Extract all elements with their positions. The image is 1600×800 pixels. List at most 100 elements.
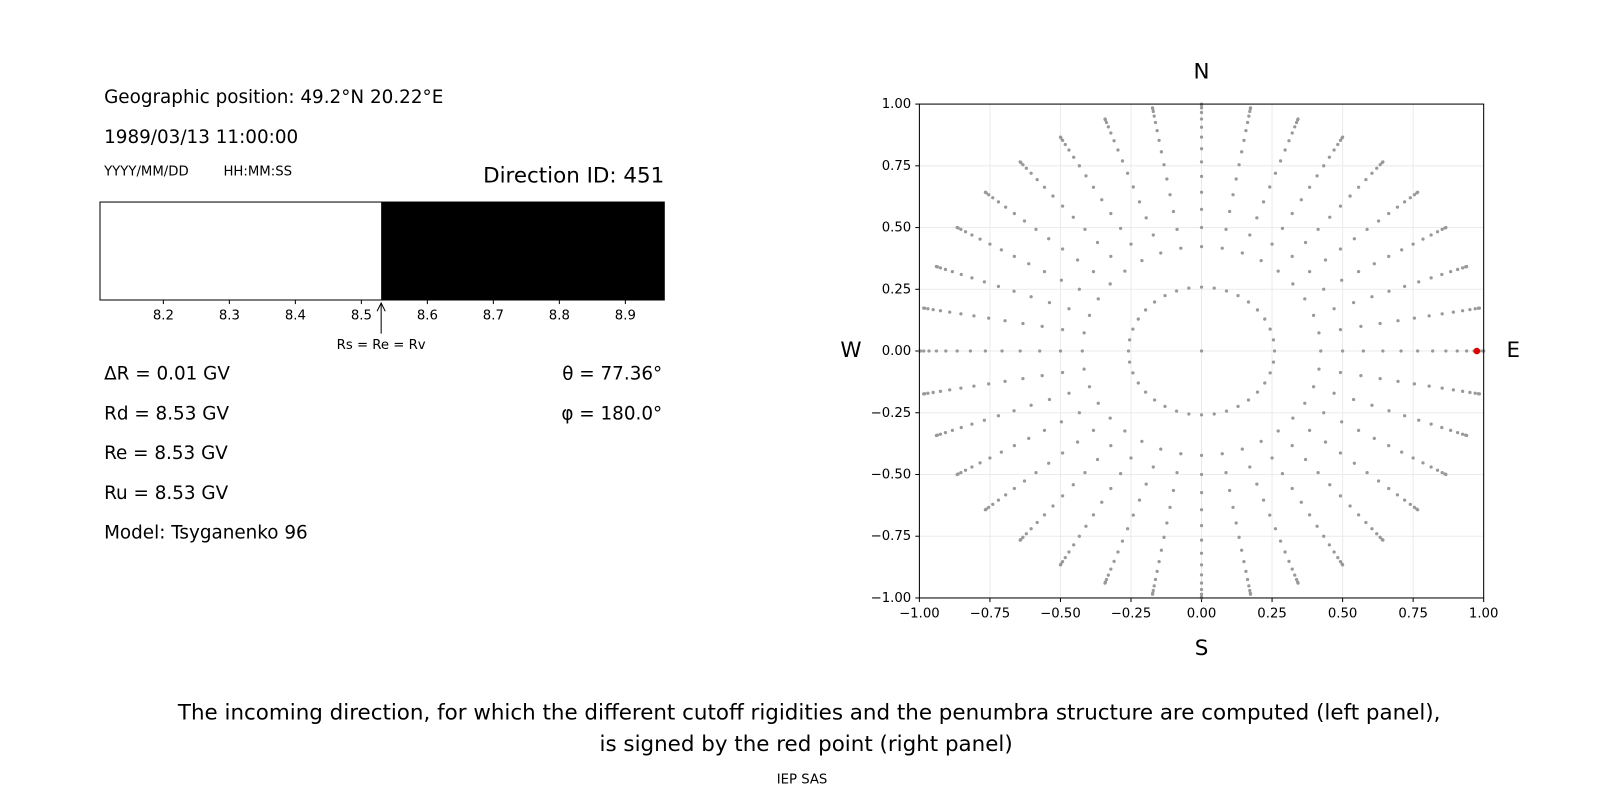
direction-point: [1018, 160, 1022, 164]
direction-point: [1387, 254, 1391, 259]
direction-point: [1153, 577, 1158, 582]
direction-point: [1372, 436, 1376, 440]
direction-point: [1370, 403, 1374, 407]
direction-point: [991, 502, 995, 506]
direction-point: [950, 270, 955, 274]
direction-point: [1082, 331, 1086, 335]
direction-point: [1067, 148, 1071, 152]
direction-point: [1091, 513, 1096, 517]
direction-point: [1387, 486, 1391, 491]
direction-point: [1244, 569, 1248, 574]
direction-point: [959, 272, 963, 277]
direction-point: [1465, 264, 1469, 269]
direction-point: [1351, 300, 1356, 305]
direction-point: [1444, 225, 1448, 230]
direction-point: [1247, 114, 1251, 118]
direction-point: [1159, 548, 1164, 552]
direction-point: [1465, 349, 1469, 353]
direction-point: [1291, 416, 1295, 420]
direction-point: [1159, 150, 1164, 154]
direction-point: [1287, 559, 1291, 563]
direction-point: [1091, 185, 1096, 189]
direction-point: [1340, 563, 1345, 567]
direction-point: [1248, 465, 1252, 469]
direction-point: [948, 388, 952, 392]
direction-point: [968, 349, 973, 353]
direction-point: [1307, 270, 1312, 274]
direction-point: [1231, 193, 1235, 197]
direction-point: [1477, 392, 1482, 396]
direction-point: [1152, 114, 1156, 118]
direction-point: [1106, 573, 1110, 577]
direction-point: [1131, 185, 1135, 189]
direction-point: [1108, 416, 1112, 420]
direction-point: [1236, 404, 1240, 409]
direction-point: [1012, 486, 1016, 491]
direction-point: [1220, 246, 1224, 250]
direction-point: [1035, 177, 1039, 182]
direction-point: [1237, 163, 1241, 167]
y-tick-label: 0.75: [882, 159, 912, 174]
direction-point: [959, 227, 963, 232]
direction-point: [1440, 470, 1444, 475]
direction-point: [1427, 314, 1431, 318]
direction-point: [1127, 338, 1132, 342]
direction-point: [1118, 226, 1123, 230]
direction-point: [1072, 543, 1076, 547]
direction-point: [1477, 306, 1482, 310]
direction-point: [1290, 254, 1294, 259]
direction-point: [1109, 211, 1113, 216]
direction-point: [1199, 592, 1204, 596]
direction-point: [1224, 409, 1229, 413]
direction-point: [1106, 125, 1110, 129]
direction-point: [970, 465, 974, 469]
direction-point: [1255, 390, 1260, 394]
direction-point: [1299, 198, 1303, 202]
direction-point: [922, 306, 926, 310]
direction-point: [987, 505, 991, 509]
direction-point: [1047, 237, 1051, 241]
direction-point: [1153, 120, 1158, 125]
direction-point: [1151, 465, 1155, 469]
direction-point: [1303, 240, 1308, 245]
direction-point: [1378, 376, 1382, 381]
direction-point: [1316, 227, 1320, 232]
direction-point: [938, 309, 943, 313]
direction-point: [1120, 539, 1125, 543]
direction-point: [1100, 198, 1104, 202]
direction-point: [1126, 349, 1131, 353]
direction-point: [1421, 461, 1425, 465]
direction-point: [1259, 439, 1263, 444]
direction-point: [1263, 381, 1267, 385]
direction-point: [1021, 163, 1025, 167]
direction-point: [1435, 230, 1440, 234]
direction-point: [1231, 505, 1235, 509]
direction-point: [1129, 242, 1133, 246]
direction-point: [1412, 382, 1417, 386]
direction-point: [1435, 468, 1440, 472]
band: [381, 202, 665, 300]
direction-point: [1029, 527, 1033, 531]
direction-point: [1199, 508, 1204, 512]
direction-point: [1248, 106, 1253, 110]
direction-point: [1163, 294, 1167, 298]
x-tick-label: 1.00: [1469, 606, 1499, 621]
direction-point: [1199, 207, 1204, 212]
direction-point: [1175, 470, 1179, 475]
direction-point: [1024, 166, 1028, 170]
direction-point: [1412, 505, 1417, 509]
direction-point: [1352, 237, 1356, 241]
direction-point: [1411, 456, 1415, 460]
direction-point: [1163, 404, 1167, 409]
direction-point: [1455, 267, 1460, 272]
direction-point: [1125, 171, 1130, 175]
direction-point: [1082, 367, 1086, 371]
direction-point: [1159, 447, 1163, 451]
direction-point: [1270, 242, 1274, 246]
direction-point: [1157, 559, 1161, 564]
direction-point: [1359, 373, 1363, 378]
direction-point: [950, 428, 955, 433]
direction-point: [1029, 171, 1033, 175]
direction-point: [972, 384, 976, 388]
direction-point: [1299, 500, 1303, 504]
